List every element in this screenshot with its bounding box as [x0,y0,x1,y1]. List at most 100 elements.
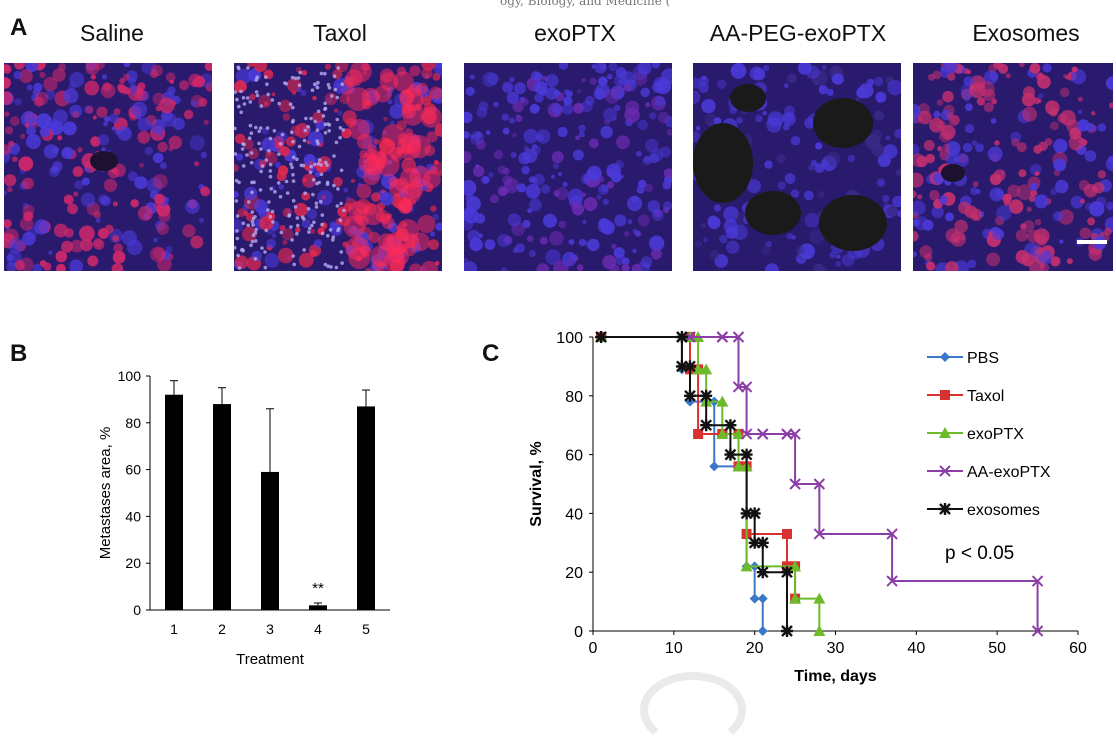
data-point [813,478,826,490]
cell-blob [994,188,1004,198]
cell-blob [1053,169,1060,176]
cell-blob [786,232,793,240]
cell-blob [391,247,409,266]
cell-blob [535,85,541,91]
data-point [724,419,737,432]
cell-blob [467,229,481,243]
nucleus-dot [285,191,290,195]
nucleus-dot [295,157,299,162]
cell-blob [399,87,424,112]
nucleus-dot [324,160,328,165]
nucleus-dot [235,236,240,241]
cell-blob [913,143,920,157]
cell-blob [8,140,15,147]
cell-blob [557,126,568,138]
micrograph-aa-peg-exoptx [693,63,901,271]
nucleus-dot [255,93,260,98]
data-point [693,429,704,440]
cell-blob [782,112,796,126]
cell-blob [368,231,380,244]
nucleus-dot [314,201,319,206]
x-tick-label: 40 [907,640,925,657]
image-title-saline: Saline [80,20,144,46]
cell-blob [120,85,129,95]
cell-blob [603,107,617,122]
cell-blob [234,80,247,93]
cell-blob [1068,135,1085,151]
nucleus-dot [340,82,344,86]
dark-void [813,98,873,148]
cell-blob [153,247,166,260]
cell-blob [1016,184,1033,201]
cell-blob [913,219,921,227]
nucleus-dot [283,81,287,85]
cell-blob [464,261,478,271]
nucleus-dot [293,76,298,81]
data-point [740,448,753,461]
nucleus-dot [268,162,273,167]
cell-blob [736,116,744,124]
cell-blob [653,76,668,92]
x-tick-label: 4 [314,621,322,637]
cell-blob [324,63,331,70]
data-point [724,448,737,461]
nucleus-dot [323,262,328,267]
cell-blob [263,101,269,106]
cell-blob [826,151,841,166]
cell-blob [4,126,14,135]
cell-blob [380,189,386,194]
cell-blob [469,241,475,247]
cell-blob [567,258,574,266]
nucleus-dot [260,246,264,250]
data-point [781,428,793,440]
cell-blob [971,140,978,146]
cell-blob [764,263,779,271]
cell-blob [154,193,166,205]
cell-blob [1003,200,1010,207]
nucleus-dot [272,129,277,133]
nucleus-dot [323,107,327,111]
cell-blob [121,230,138,246]
data-point [756,536,769,549]
nucleus-dot [234,126,237,131]
cell-blob [262,140,268,146]
cell-blob [1087,217,1096,226]
cell-blob [976,97,986,106]
cell-blob [1080,198,1085,204]
cell-blob [85,63,100,75]
cell-blob [81,177,90,186]
cell-blob [294,202,308,217]
cell-blob [578,103,582,108]
cell-blob [161,112,177,127]
cell-blob [1053,158,1067,172]
cell-blob [34,219,50,235]
cell-blob [913,230,919,242]
cell-blob [943,63,958,74]
nucleus-dot [240,147,245,151]
nucleus-dot [265,82,269,86]
cell-blob [394,177,409,192]
cell-blob [558,63,569,70]
cell-blob [732,66,737,72]
cell-blob [22,177,34,190]
cell-blob [282,113,290,121]
cell-blob [438,169,442,176]
cell-blob [314,171,321,178]
cell-blob [951,148,958,154]
nucleus-dot [290,165,294,170]
nucleus-dot [308,170,313,175]
nucleus-dot [326,234,330,238]
cell-blob [581,100,593,113]
nucleus-dot [270,209,275,214]
cell-blob [14,63,25,70]
cell-blob [84,80,100,96]
cell-blob [1015,250,1030,264]
cell-blob [659,146,671,158]
image-title-taxol: Taxol [313,20,367,46]
cell-blob [954,153,969,168]
cell-blob [645,102,651,108]
cell-blob [986,252,1001,267]
nucleus-dot [246,66,250,70]
cell-blob [611,116,617,121]
nucleus-dot [279,230,284,235]
